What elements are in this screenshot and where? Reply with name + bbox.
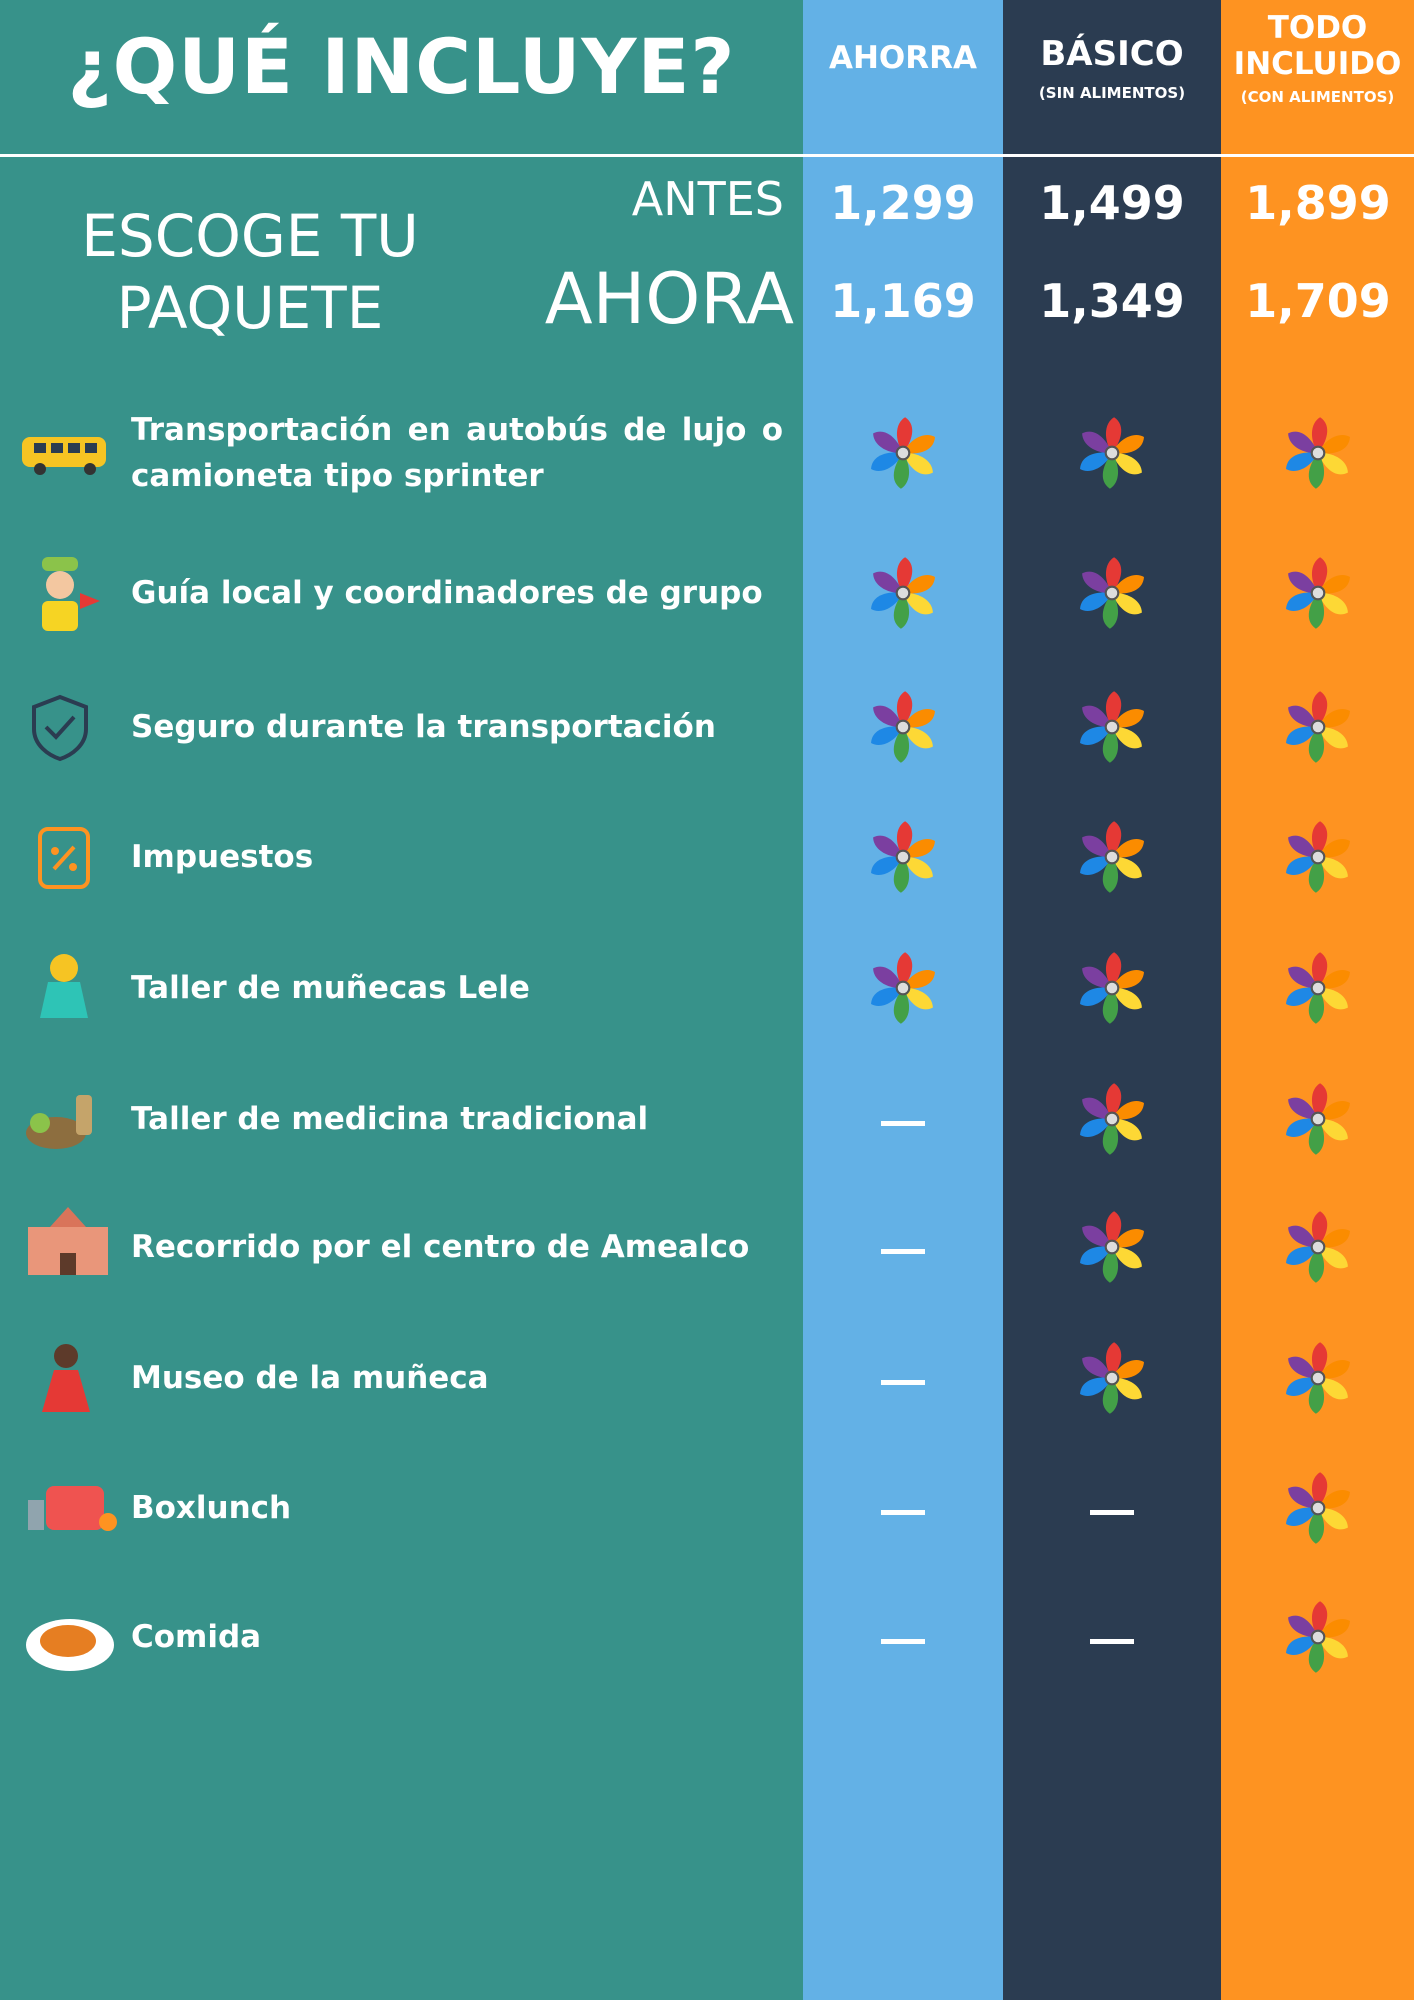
- icon: [68, 443, 80, 453]
- column-name: TODO INCLUIDO: [1233, 10, 1402, 82]
- icon: [40, 982, 88, 1018]
- price-before: 1,899: [1245, 176, 1391, 230]
- column-sub: (CON ALIMENTOS): [1240, 88, 1395, 106]
- row-label: Taller de medicina tradicional: [131, 1101, 649, 1137]
- before-label: ANTES: [631, 172, 784, 226]
- price-now: 1,709: [1245, 274, 1391, 328]
- price-before: 1,499: [1039, 176, 1185, 230]
- icon: [40, 1625, 96, 1657]
- icon: [84, 463, 96, 475]
- icon: [50, 954, 78, 982]
- pinwheel: [1075, 690, 1149, 764]
- header-rule: [0, 154, 1414, 157]
- icon: [42, 557, 78, 571]
- now-label: AHORA: [544, 258, 794, 340]
- icon: [51, 847, 59, 855]
- icon: [46, 571, 74, 599]
- row-label: Transportación en autobús de lujo o cami…: [131, 412, 783, 494]
- dash: [881, 1380, 925, 1385]
- icon: [80, 593, 100, 609]
- row-label: Impuestos: [131, 839, 314, 875]
- row-icon: [40, 954, 88, 1018]
- icon: [32, 694, 88, 762]
- icon: [60, 1253, 76, 1275]
- icon: [99, 1513, 117, 1531]
- price-before: 1,299: [830, 176, 976, 230]
- pinwheel: [1281, 951, 1355, 1025]
- icon: [38, 827, 90, 889]
- dash: [1090, 1639, 1134, 1644]
- row-label: Taller de muñecas Lele: [131, 970, 530, 1006]
- dash: [881, 1510, 925, 1515]
- dash: [881, 1249, 925, 1254]
- pinwheel: [866, 690, 940, 764]
- pinwheel: [1075, 416, 1149, 490]
- row-icon: [42, 1344, 90, 1412]
- dash: [1090, 1510, 1134, 1515]
- row-label: Guía local y coordinadores de grupo: [131, 575, 763, 611]
- column-name: BÁSICO: [1040, 34, 1184, 74]
- icon: [54, 1344, 78, 1368]
- row-icon: [22, 437, 106, 475]
- column-sub: (SIN ALIMENTOS): [1038, 84, 1186, 102]
- row-label: Seguro durante la transportación: [131, 709, 716, 745]
- icon: [28, 1500, 44, 1530]
- pinwheel: [1281, 1082, 1355, 1156]
- icon: [42, 601, 78, 631]
- row-icon: [42, 557, 100, 631]
- icon: [46, 1486, 104, 1530]
- row-icon: [26, 1619, 114, 1671]
- row-label: Boxlunch: [131, 1490, 292, 1526]
- pinwheel: [1281, 690, 1355, 764]
- dash: [881, 1639, 925, 1644]
- pinwheel: [866, 416, 940, 490]
- pinwheel: [1075, 820, 1149, 894]
- icon: [52, 845, 76, 871]
- pinwheel: [1075, 1082, 1149, 1156]
- column-name: AHORRA: [828, 40, 978, 76]
- price-now: 1,349: [1039, 274, 1185, 328]
- pinwheel: [1281, 1471, 1355, 1545]
- row-icon: [32, 694, 88, 762]
- icon: [44, 715, 76, 740]
- price-now: 1,169: [830, 274, 976, 328]
- dash: [881, 1121, 925, 1126]
- icon: [85, 443, 97, 453]
- pinwheel: [1281, 416, 1355, 490]
- price-heading: ESCOGE TU PAQUETE: [81, 202, 419, 342]
- row-icon: [26, 1095, 92, 1149]
- row-label: Comida: [131, 1619, 262, 1655]
- row-icon: [28, 1207, 108, 1275]
- pinwheel: [1075, 1210, 1149, 1284]
- pinwheel: [866, 556, 940, 630]
- pinwheel: [1281, 1210, 1355, 1284]
- icon: [76, 1095, 92, 1135]
- pinwheel: [1075, 556, 1149, 630]
- pinwheel: [1075, 1341, 1149, 1415]
- pinwheel: [1281, 820, 1355, 894]
- pinwheel: [866, 820, 940, 894]
- pinwheel: [1281, 1341, 1355, 1415]
- title: ¿QUÉ INCLUYE?: [67, 22, 736, 111]
- pinwheel: [1075, 951, 1149, 1025]
- row-label: Recorrido por el centro de Amealco: [131, 1229, 750, 1265]
- icon: [69, 863, 77, 871]
- icon: [51, 443, 63, 453]
- row-label: Museo de la muñeca: [131, 1360, 489, 1396]
- icon: [42, 1370, 90, 1412]
- icon: [34, 443, 46, 453]
- pinwheel: [1281, 1600, 1355, 1674]
- icon: [34, 463, 46, 475]
- row-icon: [28, 1486, 117, 1531]
- icon: [50, 1207, 86, 1227]
- row-icon: [38, 827, 90, 889]
- pinwheel: [1281, 556, 1355, 630]
- icon: [30, 1113, 50, 1133]
- pinwheel: [866, 951, 940, 1025]
